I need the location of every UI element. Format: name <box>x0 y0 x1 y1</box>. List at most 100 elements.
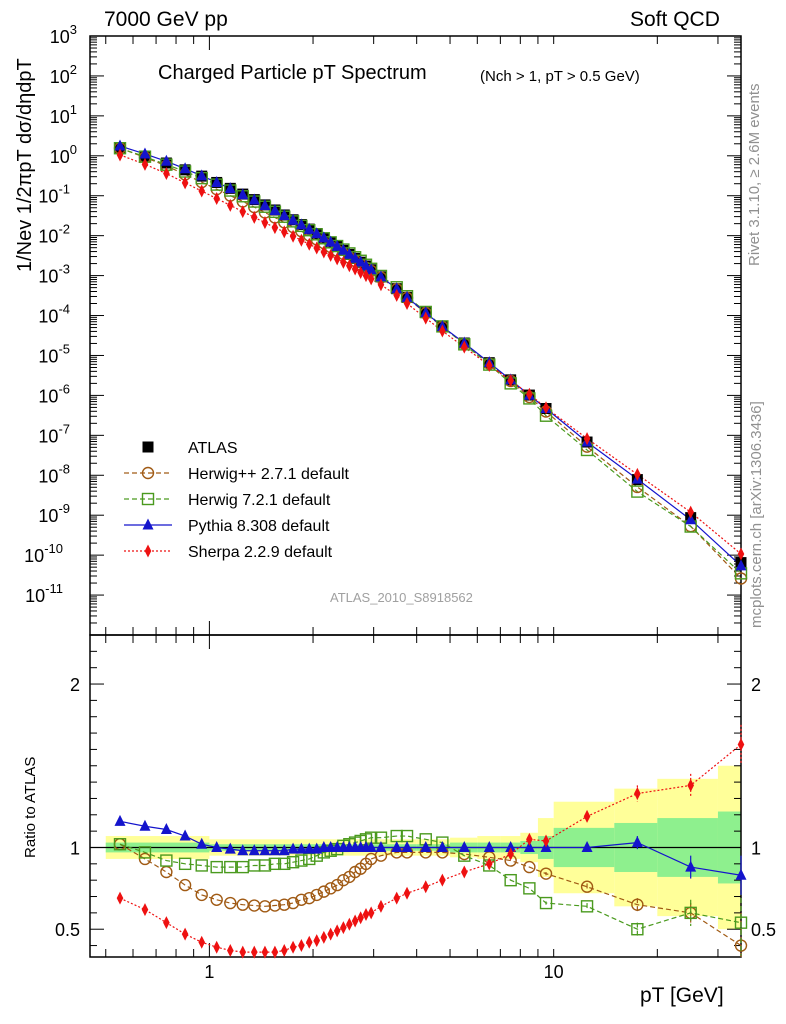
ratio-point-herwig-7-2-1-default <box>113 838 127 851</box>
data-point-pythia-8-308-default <box>139 147 151 159</box>
data-point-pythia-8-308-default <box>735 559 747 571</box>
data-point-sherpa-2-2-9-default <box>239 205 247 219</box>
ratio-point-pythia-8-308-default <box>523 840 535 852</box>
data-point-sherpa-2-2-9-default <box>289 229 297 243</box>
ratio-point-herwig-7-2-1-default <box>580 900 594 913</box>
y-tick-label: 10-7 <box>38 421 70 446</box>
data-point-pythia-8-308-default <box>114 139 126 151</box>
ratio-line-herwig-7-2-1-default <box>119 835 742 930</box>
y-tick-label: 103 <box>50 22 77 47</box>
ratio-point-sherpa-2-2-9-default <box>485 857 493 871</box>
data-point-sherpa-2-2-9-default <box>213 192 220 206</box>
data-point-sherpa-2-2-9-default <box>507 374 514 388</box>
ratio-point-pythia-8-308-default <box>211 840 223 852</box>
ratio-point-sherpa-2-2-9-default <box>439 873 446 887</box>
ratio-point-herwig-7-2-1-default <box>286 855 300 869</box>
ratio-point-sherpa-2-2-9-default <box>163 916 170 930</box>
ratio-line-herwig-2-7-1-default <box>119 843 742 947</box>
ratio-point-herwig-2-7-1-default <box>278 898 291 911</box>
ratio-point-pythia-8-308-default <box>224 842 236 854</box>
chart-title: Charged Particle pT Spectrum <box>158 62 427 84</box>
data-point-sherpa-2-2-9-default <box>526 387 533 401</box>
legend-label-herwig-2-7-1-default: Herwig++ 2.7.1 default <box>188 466 350 483</box>
data-point-sherpa-2-2-9-default <box>377 278 385 292</box>
ratio-point-herwig-7-2-1-default <box>523 882 536 895</box>
data-point-pythia-8-308-default <box>196 169 208 181</box>
ratio-point-pythia-8-308-default <box>391 840 403 852</box>
ratio-point-sherpa-2-2-9-default <box>333 924 341 938</box>
ratio-point-herwig-2-7-1-default <box>268 899 282 912</box>
ratio-point-herwig-2-7-1-default <box>303 891 316 905</box>
ratio-point-sherpa-2-2-9-default <box>634 787 641 801</box>
data-point-pythia-8-308-default <box>211 175 223 187</box>
ratio-point-sherpa-2-2-9-default <box>403 886 411 900</box>
header-right: Soft QCD <box>630 8 720 31</box>
ratio-point-herwig-2-7-1-default <box>160 865 173 879</box>
ratio-point-pythia-8-308-default <box>505 840 517 852</box>
data-point-pythia-8-308-default <box>160 154 172 166</box>
ratio-point-sherpa-2-2-9-default <box>583 809 591 823</box>
ratio-point-pythia-8-308-default <box>303 842 315 854</box>
ratio-point-sherpa-2-2-9-default <box>393 891 401 905</box>
data-point-sherpa-2-2-9-default <box>393 288 401 302</box>
data-point-sherpa-2-2-9-default <box>422 311 430 325</box>
ratio-point-sherpa-2-2-9-default <box>327 927 334 941</box>
data-point-sherpa-2-2-9-default <box>250 210 258 224</box>
ratio-point-herwig-7-2-1-default <box>160 854 173 867</box>
ratio-point-herwig-7-2-1-default <box>684 906 697 920</box>
data-point-sherpa-2-2-9-default <box>583 432 591 446</box>
y-tick-label: 100 <box>50 142 77 167</box>
data-point-sherpa-2-2-9-default <box>439 324 446 338</box>
data-point-sherpa-2-2-9-default <box>198 184 206 198</box>
ratio-point-pythia-8-308-default <box>160 823 172 835</box>
ratio-point-herwig-2-7-1-default <box>539 867 553 880</box>
main-y-axis-label: 1/Nev 1/2πpT dσ/dηdpT <box>14 58 36 272</box>
ratio-point-herwig-2-7-1-default <box>286 896 300 910</box>
ratio-point-sherpa-2-2-9-default <box>362 908 370 922</box>
legend-marker-herwig-7-2-1-default <box>141 492 155 506</box>
data-point-pythia-8-308-default <box>248 193 260 205</box>
y-tick-label: 10-6 <box>38 381 70 406</box>
watermark-analysis-id: ATLAS_2010_S8918562 <box>330 590 473 605</box>
data-point-sherpa-2-2-9-default <box>261 216 269 230</box>
ratio-y-axis-label: Ratio to ATLAS <box>22 756 39 858</box>
data-point-pythia-8-308-default <box>360 259 372 271</box>
ratio-point-pythia-8-308-default <box>581 840 593 852</box>
ratio-point-sherpa-2-2-9-default <box>280 943 288 957</box>
data-point-sherpa-2-2-9-default <box>403 297 411 311</box>
ratio-point-sherpa-2-2-9-default <box>313 934 321 948</box>
ratio-point-herwig-7-2-1-default <box>504 873 517 887</box>
data-point-pythia-8-308-default <box>259 198 271 210</box>
ratio-point-pythia-8-308-default <box>278 844 290 856</box>
series-line-herwig-7-2-1-default <box>119 147 742 574</box>
ratio-point-sherpa-2-2-9-default <box>357 911 364 925</box>
y-tick-label: 102 <box>50 62 77 87</box>
ratio-point-pythia-8-308-default <box>237 844 249 856</box>
data-point-sherpa-2-2-9-default <box>346 259 353 273</box>
ratio-point-sherpa-2-2-9-default <box>298 939 305 953</box>
ratio-point-pythia-8-308-default <box>365 840 377 852</box>
data-point-sherpa-2-2-9-default <box>313 241 321 255</box>
data-point-pythia-8-308-default <box>295 218 307 230</box>
chart-subtitle: (Nch > 1, pT > 0.5 GeV) <box>480 68 640 85</box>
ratio-point-herwig-2-7-1-default <box>258 900 272 913</box>
ratio-point-pythia-8-308-default <box>420 840 432 852</box>
ratio-y-tick-label: 1 <box>70 838 80 858</box>
data-point-pythia-8-308-default <box>269 204 281 216</box>
ratio-point-herwig-2-7-1-default <box>178 878 192 892</box>
ratio-point-sherpa-2-2-9-default <box>526 832 533 846</box>
data-point-sherpa-2-2-9-default <box>280 225 288 239</box>
ratio-point-pythia-8-308-default <box>114 814 126 826</box>
ratio-point-herwig-2-7-1-default <box>523 860 536 874</box>
ratio-point-pythia-8-308-default <box>269 844 281 856</box>
data-point-sherpa-2-2-9-default <box>362 269 370 283</box>
ratio-point-herwig-7-2-1-default <box>268 857 282 871</box>
ratio-point-sherpa-2-2-9-default <box>367 906 375 920</box>
ratio-point-herwig-7-2-1-default <box>178 857 192 871</box>
data-point-sherpa-2-2-9-default <box>687 505 694 519</box>
ratio-point-herwig-2-7-1-default <box>138 852 152 866</box>
ratio-point-pythia-8-308-default <box>685 860 697 872</box>
y-tick-label: 10-8 <box>38 461 70 486</box>
ratio-point-pythia-8-308-default <box>196 837 208 849</box>
